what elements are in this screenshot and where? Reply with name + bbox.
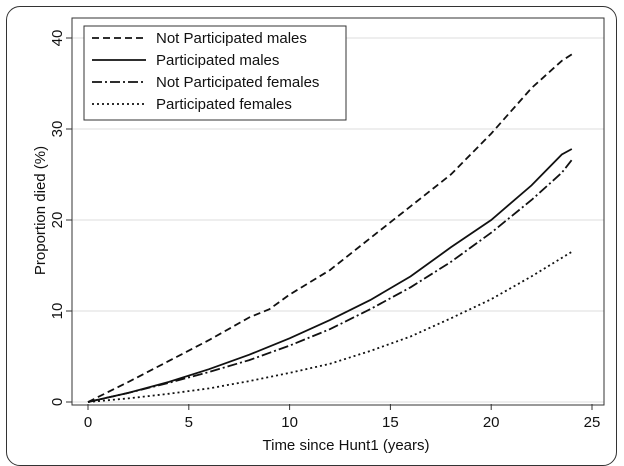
series-line-3 (87, 251, 573, 403)
legend-label-0: Not Participated males (156, 30, 307, 47)
x-tick-label-20: 20 (483, 414, 500, 431)
legend-label-2: Not Participated females (156, 74, 319, 91)
series-line-2 (87, 159, 573, 403)
series-line-0 (87, 53, 573, 403)
x-tick-label-10: 10 (281, 414, 298, 431)
x-tick-label-15: 15 (382, 414, 399, 431)
y-tick-label-10: 10 (49, 303, 66, 320)
y-tick-label-40: 40 (49, 30, 66, 47)
series-line-1 (87, 148, 573, 403)
y-tick-label-0: 0 (49, 398, 66, 406)
legend-label-1: Participated males (156, 52, 279, 69)
y-tick-label-30: 30 (49, 121, 66, 138)
plot-area (71, 17, 605, 406)
x-tick-label-5: 5 (185, 414, 193, 431)
line-chart: 0 10 20 30 40 0 5 10 15 20 25 Time since Hunt1 (yea… (32, 17, 605, 454)
x-tick-label-0: 0 (84, 414, 92, 431)
x-axis-title: Time since Hunt1 (years) (263, 437, 430, 454)
legend-label-3: Participated females (156, 96, 292, 113)
y-axis-title: Proportion died (%) (32, 146, 49, 275)
y-tick-label-20: 20 (49, 212, 66, 229)
x-tick-label-25: 25 (584, 414, 601, 431)
